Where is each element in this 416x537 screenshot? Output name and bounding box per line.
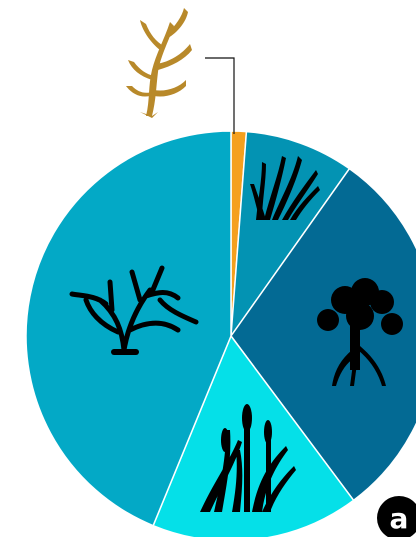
panel-label: a (390, 502, 409, 535)
pie-slice (152, 334, 355, 537)
seagrass-icon (250, 156, 320, 220)
seaweed-icon (126, 8, 192, 118)
pie (25, 130, 416, 537)
leader-line (205, 57, 235, 134)
shrub-icon (69, 265, 199, 355)
mangrove-icon (317, 278, 403, 386)
pie-slice (230, 130, 351, 339)
marsh-icon (200, 404, 296, 512)
pie-slice (230, 167, 416, 502)
panel-badge (377, 496, 416, 537)
